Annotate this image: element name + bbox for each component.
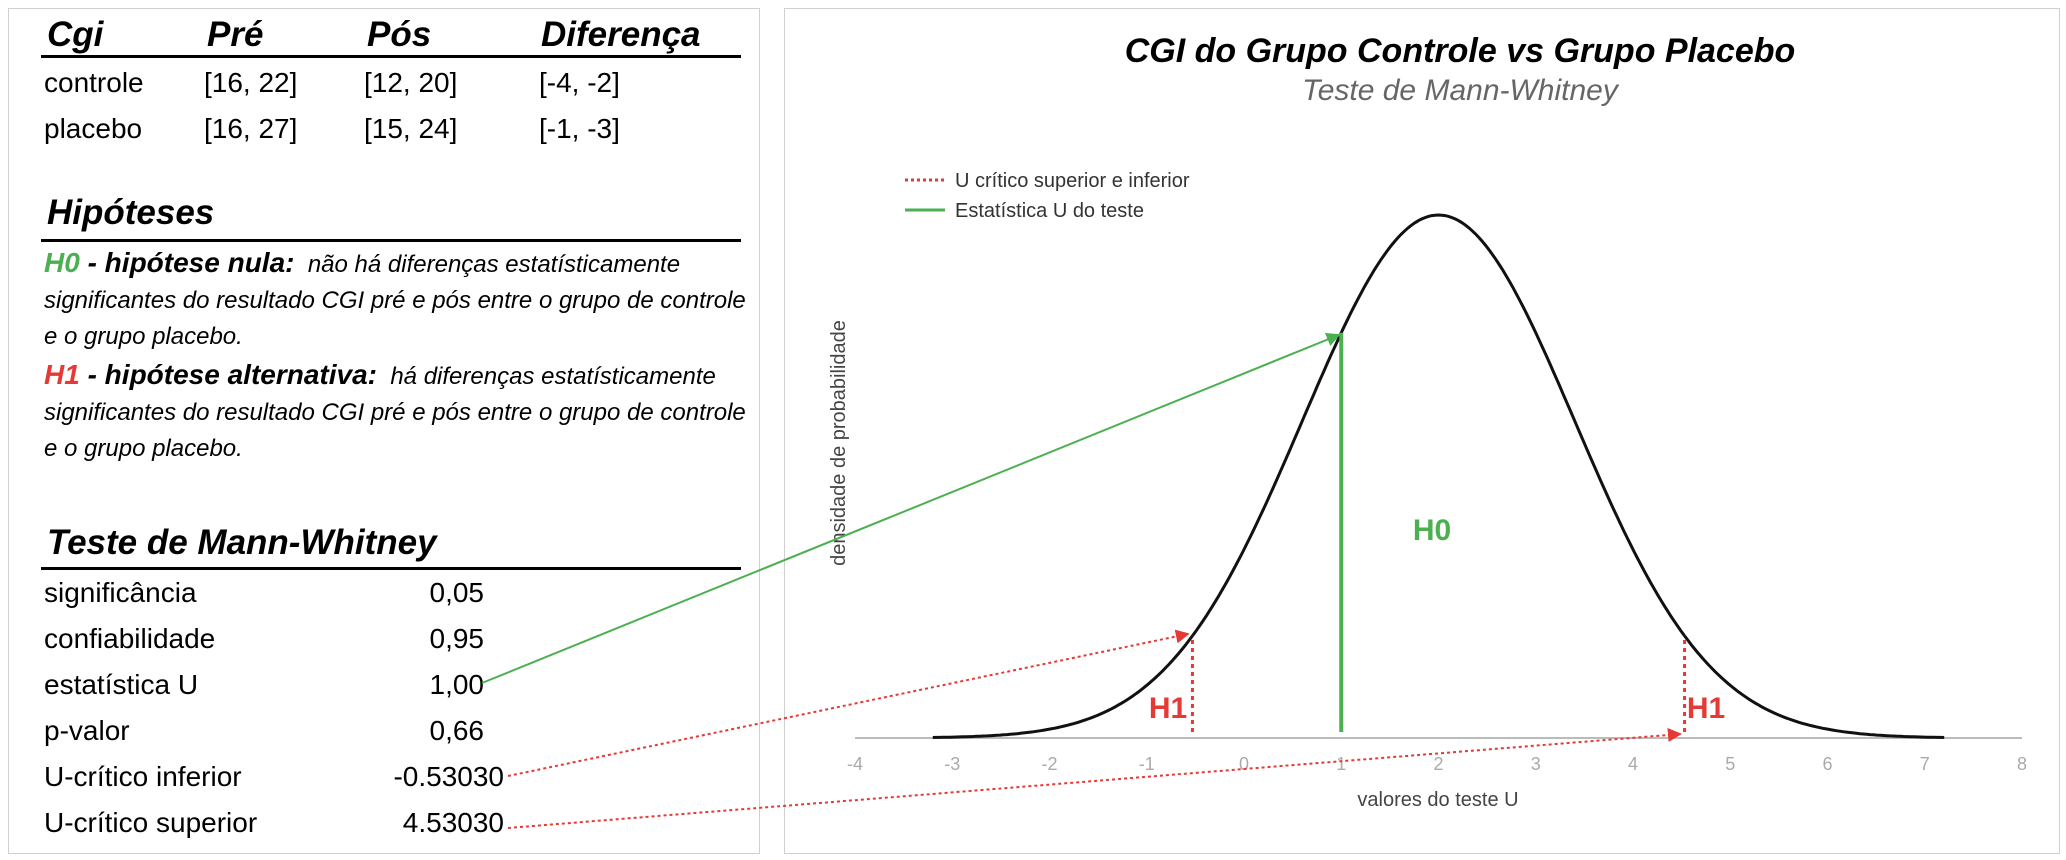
cgi-cell: [-1, -3] [539, 113, 620, 144]
cgi-cell: [16, 27] [204, 113, 298, 144]
h0-label: H0 [44, 247, 80, 278]
cgi-header-2: Pós [367, 15, 432, 54]
summary-panel: Cgi Pré Pós Diferença controle [16, 22] … [8, 8, 760, 854]
cgi-header-rule [41, 55, 741, 58]
test-row-value: 0,66 [429, 715, 485, 746]
h1-label: H1 [44, 359, 80, 390]
cgi-header-1: Pré [207, 15, 264, 54]
cgi-header-0: Cgi [47, 15, 104, 54]
hypotheses-title: Hipóteses [47, 193, 215, 232]
h0-hypothesis: H0 - hipótese nula: não há diferenças es… [44, 245, 764, 355]
test-row-label: estatística U [44, 669, 199, 700]
test-row-label: significância [44, 577, 197, 608]
test-row-label: p-valor [44, 715, 130, 746]
cgi-cell: [12, 20] [364, 67, 458, 98]
cgi-header-3: Diferença [541, 15, 701, 54]
h0-name: - hipótese nula: [79, 247, 295, 278]
cgi-cell: placebo [44, 113, 143, 144]
test-row-label: confiabilidade [44, 623, 216, 654]
test-row-value: 0,05 [429, 577, 485, 608]
test-row-label: U-crítico superior [44, 807, 258, 838]
cgi-cell: controle [44, 67, 144, 98]
h1-hypothesis: H1 - hipótese alternativa: há diferenças… [44, 357, 764, 467]
cgi-cell: [16, 22] [204, 67, 298, 98]
test-rule [41, 567, 741, 570]
cgi-cell: [-4, -2] [539, 67, 620, 98]
h0-text: não há diferenças estatísticamente signi… [44, 251, 746, 350]
test-row-value: 1,00 [429, 669, 485, 700]
test-row-value: 0,95 [429, 623, 485, 654]
chart-panel [784, 8, 2060, 854]
test-row-value: -0.53030 [393, 761, 504, 792]
test-row-value: 4.53030 [402, 807, 504, 838]
test-row-label: U-crítico inferior [44, 761, 242, 792]
test-title: Teste de Mann-Whitney [47, 523, 437, 562]
cgi-cell: [15, 24] [364, 113, 458, 144]
hypotheses-rule [41, 239, 741, 242]
h1-name: - hipótese alternativa: [79, 359, 377, 390]
